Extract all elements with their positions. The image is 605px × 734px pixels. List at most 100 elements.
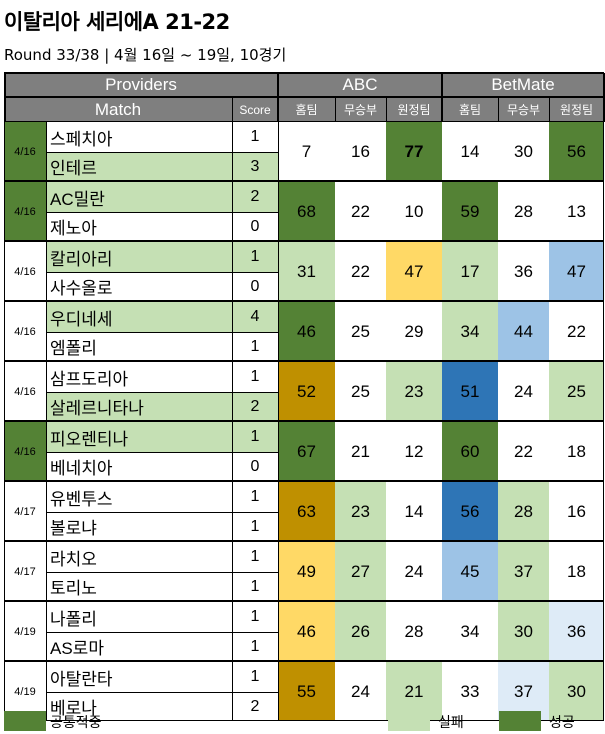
abc-away-prob: 29: [386, 302, 442, 361]
row-top-border: [4, 301, 604, 302]
row-left-border: [4, 422, 5, 481]
date-divider: [46, 182, 47, 241]
row-right-border: [603, 122, 604, 181]
match-date: 4/16: [4, 242, 46, 301]
home-team-name: 유벤투스: [46, 482, 232, 512]
abc-home-prob: 31: [278, 242, 335, 301]
betmate-home-prob: 17: [442, 242, 498, 301]
header-divider: [498, 97, 499, 122]
header-betmate-draw: 무승부: [498, 97, 549, 122]
abc-home-prob: 55: [278, 662, 335, 721]
betmate-away-prob: 25: [549, 362, 604, 421]
date-divider: [46, 302, 47, 361]
header-divider: [441, 73, 443, 122]
betmate-draw-prob: 37: [498, 542, 549, 601]
team-divider: [46, 692, 278, 693]
header-abc: ABC: [278, 73, 442, 97]
header-betmate-away: 원정팀: [549, 97, 604, 122]
date-divider: [46, 422, 47, 481]
away-score: 2: [232, 692, 278, 721]
home-score: 1: [232, 482, 278, 512]
header-divider: [335, 97, 336, 122]
header-providers: Providers: [4, 73, 278, 97]
provider-divider: [278, 122, 279, 181]
row-bottom-border: [4, 540, 604, 541]
match-date: 4/16: [4, 122, 46, 181]
header-match: Match: [4, 97, 232, 122]
row-right-border: [603, 482, 604, 541]
row-bottom-border: [4, 300, 604, 301]
row-top-border: [4, 541, 604, 542]
betmate-draw-prob: 30: [498, 602, 549, 661]
row-left-border: [4, 482, 5, 541]
row-bottom-border: [4, 240, 604, 241]
team-divider: [46, 392, 278, 393]
abc-home-prob: 46: [278, 302, 335, 361]
score-divider: [232, 362, 233, 421]
row-left-border: [4, 362, 5, 421]
abc-draw-prob: 24: [335, 662, 386, 721]
row-bottom-border: [4, 660, 604, 661]
date-divider: [46, 542, 47, 601]
betmate-home-prob: 34: [442, 602, 498, 661]
betmate-home-prob: 51: [442, 362, 498, 421]
betmate-away-prob: 56: [549, 122, 604, 181]
row-right-border: [603, 182, 604, 241]
betmate-draw-prob: 30: [498, 122, 549, 181]
betmate-away-prob: 47: [549, 242, 604, 301]
betmate-draw-prob: 28: [498, 482, 549, 541]
match-date: 4/19: [4, 602, 46, 661]
provider-divider: [278, 302, 279, 361]
abc-away-prob: 24: [386, 542, 442, 601]
row-right-border: [603, 302, 604, 361]
header-betmate: BetMate: [442, 73, 604, 97]
betmate-home-prob: 33: [442, 662, 498, 721]
abc-away-prob: 10: [386, 182, 442, 241]
row-bottom-border: [4, 420, 604, 421]
team-divider: [46, 632, 278, 633]
date-divider: [46, 122, 47, 181]
home-score: 4: [232, 302, 278, 332]
away-score: 3: [232, 152, 278, 181]
match-date: 4/17: [4, 542, 46, 601]
row-left-border: [4, 122, 5, 181]
away-team-name: 볼로냐: [46, 512, 232, 541]
header-divider: [549, 97, 550, 122]
row-bottom-border: [4, 360, 604, 361]
home-score: 1: [232, 122, 278, 152]
away-team-name: 인테르: [46, 152, 232, 181]
page-title: 이탈리아 세리에A 21-22: [4, 10, 230, 34]
abc-draw-prob: 21: [335, 422, 386, 481]
date-divider: [46, 242, 47, 301]
away-score: 0: [232, 452, 278, 481]
header-mid-border: [4, 96, 604, 98]
score-divider: [232, 182, 233, 241]
home-team-name: 아탈란타: [46, 662, 232, 692]
betmate-home-prob: 59: [442, 182, 498, 241]
header-betmate-home: 홈팀: [442, 97, 498, 122]
abc-draw-prob: 25: [335, 362, 386, 421]
home-team-name: 피오렌티나: [46, 422, 232, 452]
away-team-name: 제노아: [46, 212, 232, 241]
row-left-border: [4, 302, 5, 361]
match-date: 4/17: [4, 482, 46, 541]
date-divider: [46, 482, 47, 541]
home-team-name: 우디네세: [46, 302, 232, 332]
away-score: 1: [232, 572, 278, 601]
betmate-home-prob: 34: [442, 302, 498, 361]
home-score: 1: [232, 422, 278, 452]
match-date: 4/16: [4, 362, 46, 421]
score-divider: [232, 662, 233, 721]
home-team-name: 칼리아리: [46, 242, 232, 272]
betmate-home-prob: 60: [442, 422, 498, 481]
abc-home-prob: 63: [278, 482, 335, 541]
team-divider: [46, 272, 278, 273]
abc-home-prob: 7: [278, 122, 335, 181]
team-divider: [46, 332, 278, 333]
score-divider: [232, 302, 233, 361]
away-score: 1: [232, 632, 278, 661]
row-right-border: [603, 662, 604, 721]
away-team-name: 토리노: [46, 572, 232, 601]
score-divider: [232, 542, 233, 601]
row-bottom-border: [4, 720, 604, 721]
